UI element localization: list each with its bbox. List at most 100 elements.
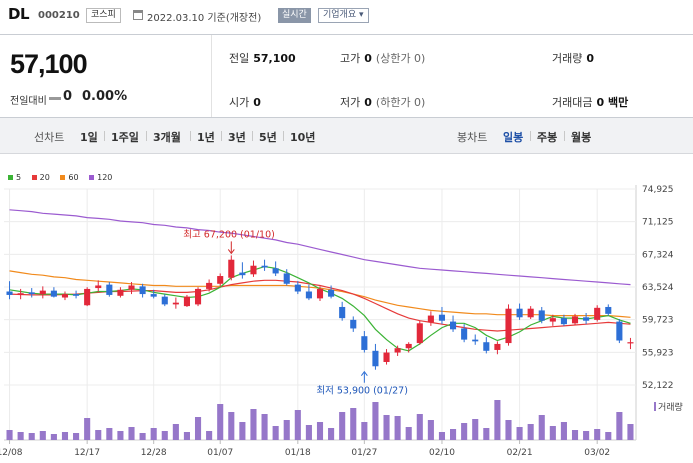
volume-bar bbox=[194, 417, 202, 440]
x-tick-label: 12/08 bbox=[0, 448, 23, 458]
volume-bar bbox=[28, 433, 35, 440]
y-tick-label: 67,324 bbox=[642, 250, 674, 260]
period-1y-button[interactable]: 1년 bbox=[197, 131, 215, 144]
volume-bar bbox=[605, 432, 612, 440]
ma-legend: 5 20 60 120 bbox=[8, 173, 120, 182]
candle-body bbox=[117, 289, 124, 296]
x-tick-label: 02/21 bbox=[507, 448, 533, 458]
candle-body bbox=[28, 292, 35, 295]
y-tick-label: 55,923 bbox=[642, 348, 674, 358]
candle-body bbox=[472, 339, 479, 342]
legend-ma20: 20 bbox=[31, 173, 50, 182]
min-arrow-head bbox=[360, 370, 368, 377]
stock-code: 000210 bbox=[38, 10, 80, 21]
stock-chart[interactable]: 74,925 71,125 67,324 63,524 59,723 55,923 52,1… bbox=[0, 160, 693, 463]
moving-averages bbox=[9, 209, 631, 352]
realtime-button[interactable]: 실시간 bbox=[278, 8, 311, 23]
trade-amount: 거래대금 0 백만 bbox=[552, 96, 629, 109]
candle-body bbox=[616, 321, 623, 341]
volume-bar bbox=[461, 423, 468, 440]
change-value: 0 bbox=[63, 89, 73, 104]
volume-bar bbox=[549, 426, 556, 440]
period-1d-button[interactable]: 1일 bbox=[80, 131, 98, 144]
period-3m-button[interactable]: 3개월 bbox=[153, 131, 181, 144]
x-tick-label: 01/07 bbox=[207, 448, 233, 458]
candle-body bbox=[305, 291, 312, 299]
min-annotation: 최저 53,900 (01/27) bbox=[316, 386, 408, 397]
candle-body bbox=[50, 290, 57, 297]
candle-body bbox=[372, 350, 379, 367]
period-3y-button[interactable]: 3년 bbox=[228, 131, 246, 144]
current-price: 57,100 bbox=[10, 49, 88, 79]
candle-body bbox=[39, 290, 46, 295]
volume-bar bbox=[150, 428, 157, 440]
candle-body bbox=[427, 315, 434, 323]
candle-body bbox=[239, 272, 246, 276]
candle-chart-label: 봉차트 bbox=[457, 131, 488, 144]
max-annotation: 최고 67,200 (01/10) bbox=[183, 229, 275, 240]
volume-bar bbox=[350, 408, 357, 440]
candle-body bbox=[538, 310, 545, 321]
candle-body bbox=[194, 288, 202, 305]
volume-bar bbox=[571, 430, 579, 440]
candle-body bbox=[261, 265, 268, 268]
x-tick-label: 12/17 bbox=[74, 448, 100, 458]
candle-daily-button[interactable]: 일봉 bbox=[503, 131, 524, 144]
volume-bar bbox=[95, 430, 102, 440]
candle-body bbox=[17, 293, 24, 295]
stock-name: DL bbox=[8, 5, 30, 23]
reference-date: 2022.03.10 기준(개장전) bbox=[147, 13, 262, 24]
candle-body bbox=[483, 342, 490, 351]
candle-body bbox=[494, 343, 501, 350]
period-1w-button[interactable]: 1주일 bbox=[111, 131, 139, 144]
company-overview-dropdown[interactable]: 기업개요 ▾ bbox=[318, 8, 369, 23]
candle-monthly-button[interactable]: 월봉 bbox=[571, 131, 592, 144]
y-tick-label: 71,125 bbox=[642, 218, 674, 228]
volume-bar bbox=[594, 429, 601, 440]
candle-body bbox=[594, 307, 601, 320]
volume-bar bbox=[383, 415, 390, 440]
volume-bar bbox=[261, 414, 268, 440]
current-price-panel: 57,100 전일대비 0 0.00% bbox=[0, 35, 212, 117]
candle-body bbox=[527, 308, 534, 318]
candle-body bbox=[150, 294, 157, 297]
candle-body bbox=[571, 316, 579, 324]
candle-body bbox=[95, 285, 102, 289]
candle-body bbox=[605, 306, 612, 314]
volume-bar bbox=[305, 425, 312, 440]
volume-bar bbox=[228, 412, 235, 440]
volume-bar bbox=[73, 433, 80, 440]
calendar-icon bbox=[133, 10, 143, 20]
volume-bar bbox=[494, 400, 501, 440]
y-tick-label: 63,524 bbox=[642, 283, 674, 293]
volume-bar bbox=[183, 432, 190, 440]
candle-body bbox=[383, 352, 390, 362]
candle-body bbox=[172, 302, 179, 305]
candle-weekly-button[interactable]: 주봉 bbox=[537, 131, 558, 144]
period-5y-button[interactable]: 5년 bbox=[259, 131, 277, 144]
volume-bar bbox=[505, 420, 512, 440]
unchanged-icon bbox=[49, 97, 61, 100]
market-badge: 코스피 bbox=[86, 8, 121, 23]
volume-bar bbox=[339, 412, 346, 440]
x-tick-label: 12/28 bbox=[141, 448, 167, 458]
candle-body bbox=[128, 285, 135, 290]
volume-bar bbox=[472, 419, 479, 440]
volume-bar bbox=[283, 420, 290, 440]
volume-bar bbox=[372, 402, 379, 440]
period-10y-button[interactable]: 10년 bbox=[290, 131, 316, 144]
candle-body bbox=[61, 294, 69, 298]
candle-body bbox=[228, 259, 235, 278]
candle-body bbox=[438, 314, 446, 321]
volume-bar bbox=[39, 431, 46, 440]
candle-body bbox=[505, 308, 512, 344]
candle-body bbox=[73, 294, 80, 296]
volume-bar bbox=[84, 418, 91, 440]
series-ma120 bbox=[9, 209, 631, 286]
candle-body bbox=[549, 318, 556, 322]
candle-body bbox=[416, 323, 423, 344]
candle-body bbox=[405, 343, 412, 349]
candle-body bbox=[394, 348, 401, 353]
volume-bar bbox=[128, 427, 135, 440]
volume-bar bbox=[172, 424, 179, 440]
